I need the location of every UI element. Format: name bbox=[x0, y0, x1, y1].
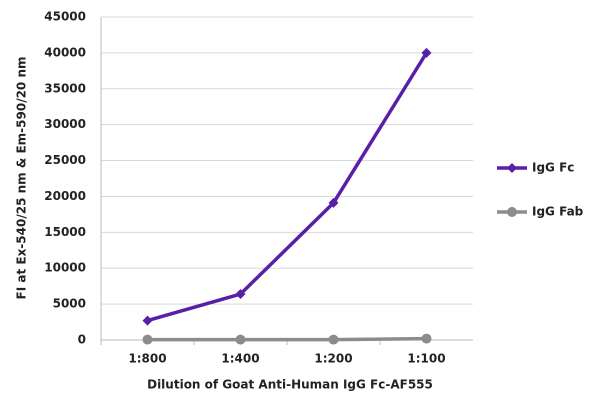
series-line bbox=[147, 51, 428, 323]
marker bbox=[421, 333, 432, 344]
marker bbox=[421, 47, 432, 58]
x-tick-label: 1:100 bbox=[407, 352, 445, 366]
marker bbox=[142, 315, 153, 326]
y-tick-label: 0 bbox=[78, 333, 86, 347]
y-tick-label: 20000 bbox=[44, 189, 86, 203]
marker bbox=[507, 163, 517, 173]
legend-label: IgG Fab bbox=[532, 205, 584, 219]
y-tick-label: 25000 bbox=[44, 153, 86, 167]
marker bbox=[142, 334, 153, 345]
x-tick-label: 1:800 bbox=[128, 352, 166, 366]
y-tick-label: 45000 bbox=[44, 10, 86, 24]
y-tick-label: 30000 bbox=[44, 117, 86, 131]
marker bbox=[507, 207, 517, 217]
marker bbox=[235, 289, 246, 300]
y-axis-label: FI at Ex-540/25 nm & Em-590/20 nm bbox=[15, 57, 29, 300]
x-tick-label: 1:400 bbox=[221, 352, 259, 366]
legend-label: IgG Fc bbox=[532, 161, 574, 175]
y-tick-label: 35000 bbox=[44, 81, 86, 95]
marker bbox=[328, 197, 339, 208]
y-tick-label: 40000 bbox=[44, 45, 86, 59]
series-line bbox=[147, 336, 427, 342]
x-axis-label: Dilution of Goat Anti-Human IgG Fc-AF555 bbox=[147, 378, 433, 392]
marker bbox=[328, 334, 339, 345]
y-tick-label: 15000 bbox=[44, 225, 86, 239]
y-tick-label: 10000 bbox=[44, 261, 86, 275]
y-tick-label: 5000 bbox=[53, 297, 86, 311]
marker bbox=[235, 334, 246, 345]
x-tick-label: 1:200 bbox=[314, 352, 352, 366]
